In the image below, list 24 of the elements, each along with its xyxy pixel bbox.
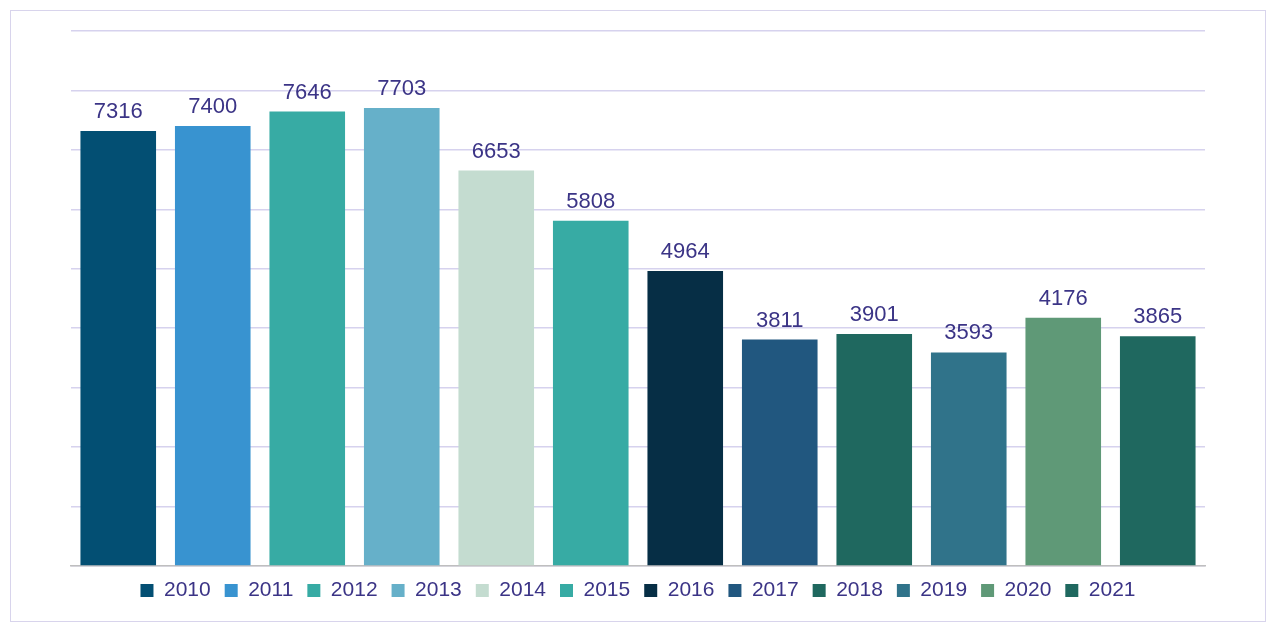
- data-label: 3593: [944, 319, 994, 345]
- data-label: 3901: [849, 301, 899, 327]
- legend-label: 2012: [330, 577, 378, 601]
- legend-label: 2019: [920, 577, 968, 601]
- legend-label: 2015: [583, 577, 631, 601]
- legend-label: 2013: [415, 577, 462, 601]
- data-label: 3811: [756, 306, 804, 332]
- data-label: 7316: [93, 98, 143, 124]
- data-label: 4964: [660, 237, 710, 263]
- data-label: 7703: [377, 75, 427, 101]
- legend-label: 2011: [248, 577, 294, 601]
- data-label: 7400: [188, 93, 238, 119]
- legend-label: 2014: [499, 577, 547, 601]
- data-label: 6653: [471, 137, 521, 163]
- legend-label: 2018: [836, 577, 883, 601]
- data-label: 5808: [566, 187, 616, 213]
- legend-label: 2020: [1004, 577, 1052, 601]
- data-label: 3865: [1133, 303, 1183, 329]
- legend-label: 2021: [1088, 577, 1136, 601]
- legend-label: 2016: [667, 577, 715, 601]
- legend-label: 2010: [163, 577, 211, 601]
- data-label: 4176: [1038, 284, 1088, 310]
- data-label: 7646: [282, 78, 332, 104]
- legend-label: 2017: [751, 577, 799, 601]
